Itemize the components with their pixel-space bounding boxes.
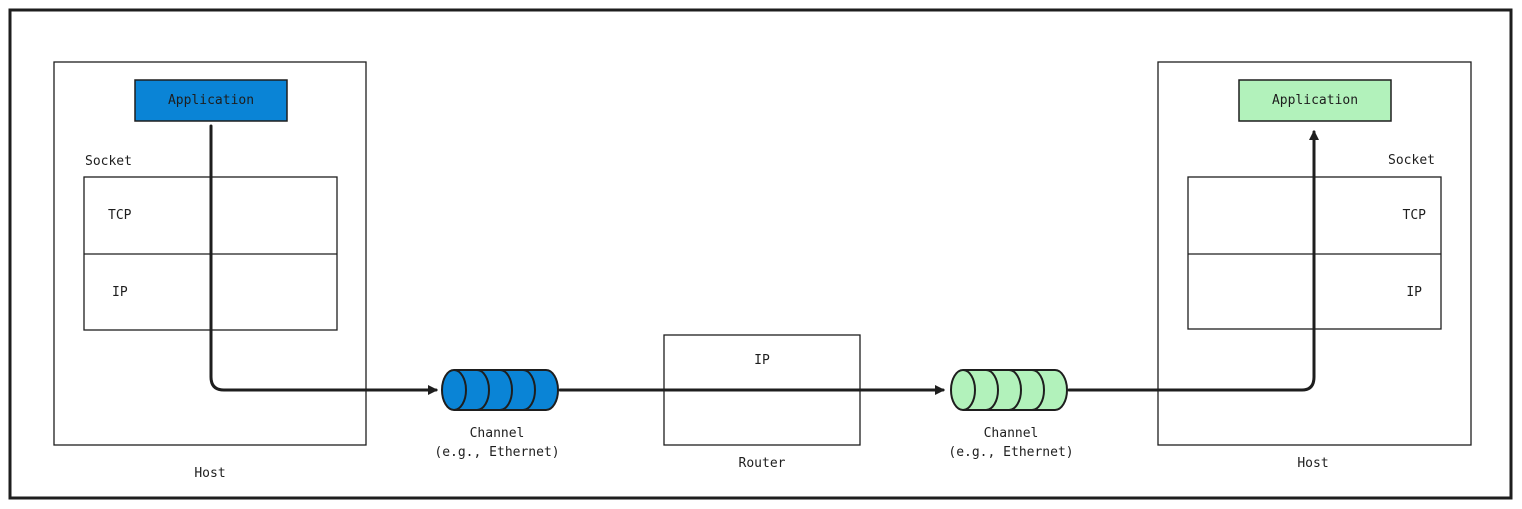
sender-application-box	[134, 79, 288, 122]
receiver-host-box	[1157, 61, 1472, 446]
receiver-channel-cylinder	[950, 369, 1068, 411]
router-label: Router	[739, 456, 786, 471]
sender-channel-label: Channel	[470, 426, 525, 441]
receiver-application-label: Application	[1272, 93, 1358, 108]
sender-ip-label: IP	[112, 285, 128, 300]
sender-host-label: Host	[194, 466, 225, 481]
receiver-channel-example: (e.g., Ethernet)	[948, 445, 1073, 460]
receiver-socket-label: Socket	[1388, 153, 1435, 168]
sender-channel-example: (e.g., Ethernet)	[434, 445, 559, 460]
flow-arrow-sender-to-channel	[209, 124, 438, 395]
receiver-tcp-label: TCP	[1403, 208, 1427, 223]
sender-tcp-label: TCP	[108, 208, 132, 223]
outer-frame	[8, 8, 1513, 500]
sender-host-box	[53, 61, 367, 446]
sender-channel-cylinder	[441, 369, 559, 411]
router: IP Router	[663, 334, 861, 471]
flow-arrow-channel-to-receiver	[1067, 130, 1319, 392]
receiver-ip-label: IP	[1406, 285, 1422, 300]
receiver-host-label: Host	[1297, 456, 1328, 471]
sender-socket-label: Socket	[85, 154, 132, 169]
receiver-channel-label: Channel	[984, 426, 1039, 441]
router-ip-label: IP	[754, 353, 770, 368]
receiver-application-box	[1238, 79, 1392, 122]
sender-application-label: Application	[168, 93, 254, 108]
